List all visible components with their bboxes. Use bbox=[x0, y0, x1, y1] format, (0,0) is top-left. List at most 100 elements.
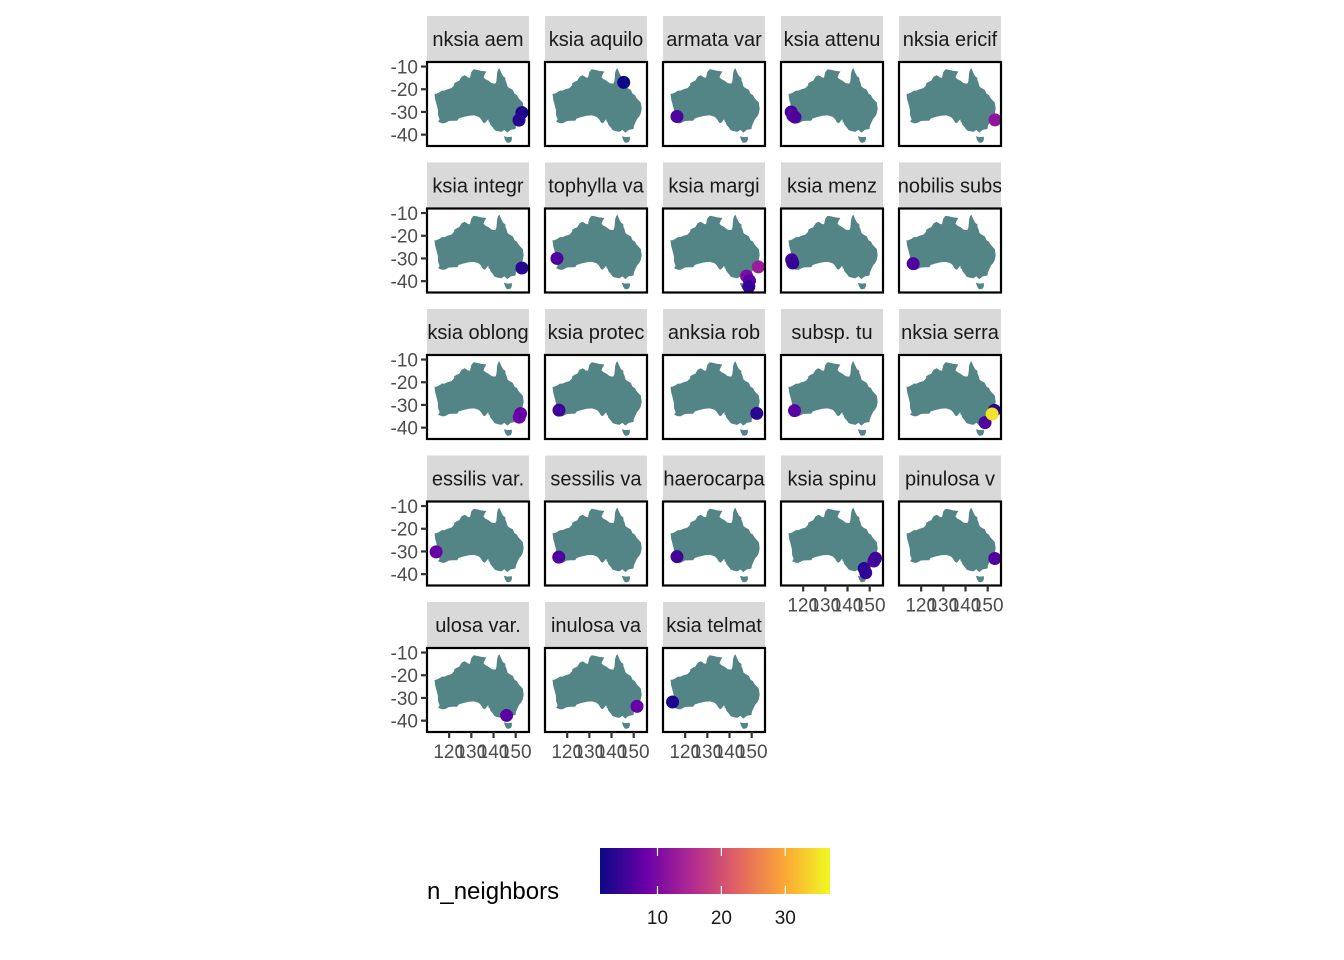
facet-strip bbox=[781, 16, 883, 62]
y-tick-label: -30 bbox=[391, 689, 418, 710]
x-tick-label: 120 bbox=[433, 742, 465, 763]
facet-panel: nksia serra bbox=[897, 309, 1003, 441]
facet-strip-label: inulosa va bbox=[551, 615, 642, 637]
facet-strip-label: nksia serra bbox=[901, 322, 1000, 344]
facet-strip bbox=[899, 16, 1001, 62]
australia-landmass bbox=[552, 214, 642, 280]
panel-border bbox=[543, 207, 649, 294]
facet-strip bbox=[663, 162, 765, 209]
facet-strip-label: ksia integr bbox=[432, 176, 523, 198]
tasmania-landmass bbox=[857, 429, 866, 436]
x-tick-label: 140 bbox=[950, 596, 982, 617]
facet-panel: subsp. tu bbox=[779, 309, 885, 441]
x-tick-label: 130 bbox=[691, 742, 723, 763]
australia-landmass bbox=[906, 214, 996, 280]
occurrence-point bbox=[868, 551, 882, 565]
x-tick-label: 150 bbox=[618, 742, 650, 763]
facet-strip-label: ksia telmat bbox=[666, 615, 762, 637]
occurrence-point bbox=[630, 699, 644, 713]
facet-strip bbox=[427, 602, 529, 648]
y-tick-label: -20 bbox=[391, 80, 418, 101]
occurrence-point bbox=[988, 551, 1001, 565]
facet-strip-label: ksia oblong bbox=[427, 322, 528, 344]
occurrence-point bbox=[514, 407, 528, 421]
australia-landmass bbox=[552, 507, 642, 573]
tasmania-landmass bbox=[975, 136, 984, 143]
facet-panel: nksia ericif bbox=[897, 16, 1003, 148]
occurrence-point bbox=[859, 566, 873, 580]
facet-strip bbox=[545, 602, 647, 648]
occurrence-point bbox=[429, 545, 443, 559]
facet-strip-label: armata var bbox=[666, 29, 762, 51]
x-tick-label: 150 bbox=[854, 596, 886, 617]
occurrence-point bbox=[751, 260, 765, 274]
panel-border bbox=[661, 60, 767, 148]
x-tick-label: 150 bbox=[972, 596, 1004, 617]
occurrence-point bbox=[552, 550, 566, 564]
tasmania-landmass bbox=[503, 722, 512, 729]
australia-landmass bbox=[670, 507, 760, 573]
y-tick-label: -20 bbox=[391, 520, 418, 541]
australia-landmass bbox=[552, 654, 642, 719]
occurrence-point bbox=[670, 109, 684, 123]
panel-border bbox=[661, 646, 767, 734]
panel-border bbox=[779, 207, 885, 294]
y-tick-label: -30 bbox=[391, 249, 418, 270]
facet-strip bbox=[663, 602, 765, 648]
occurrence-point bbox=[666, 695, 680, 709]
x-tick-label: 130 bbox=[455, 742, 487, 763]
panel-border bbox=[425, 500, 531, 587]
facet-panel: ksia attenu bbox=[779, 16, 885, 148]
tasmania-landmass bbox=[739, 722, 748, 729]
facet-panel: ksia integr -10-20-30-40 bbox=[391, 162, 531, 294]
x-tick-label: 150 bbox=[736, 742, 768, 763]
panel-border bbox=[425, 353, 531, 441]
panel-border bbox=[779, 60, 885, 148]
tasmania-landmass bbox=[621, 722, 630, 729]
facet-strip-label: ksia protec bbox=[548, 322, 645, 344]
facet-panel: armata var bbox=[661, 16, 767, 148]
legend-tick-label: 20 bbox=[711, 908, 732, 929]
tasmania-landmass bbox=[857, 136, 866, 143]
australia-landmass bbox=[434, 361, 524, 426]
tasmania-landmass bbox=[975, 575, 984, 583]
facet-strip bbox=[545, 162, 647, 209]
legend-title: n_neighbors bbox=[427, 878, 559, 905]
x-tick-label: 140 bbox=[478, 742, 510, 763]
australia-landmass bbox=[434, 507, 524, 573]
tasmania-landmass bbox=[739, 429, 748, 436]
facet-panel: ksia menz bbox=[779, 162, 885, 294]
facet-strip bbox=[663, 309, 765, 355]
panel-border bbox=[661, 207, 767, 294]
australia-landmass bbox=[670, 654, 760, 719]
occurrence-point bbox=[742, 280, 756, 293]
panel-border bbox=[425, 207, 531, 294]
facet-strip bbox=[545, 455, 647, 502]
australia-landmass bbox=[434, 654, 524, 719]
australia-landmass bbox=[788, 214, 878, 280]
facet-panel: ksia margi bbox=[661, 162, 767, 294]
panel-border bbox=[897, 353, 1003, 441]
facet-strip bbox=[427, 162, 529, 209]
facet-strip-label: essilis var. bbox=[432, 469, 524, 491]
panel-border bbox=[543, 646, 649, 734]
occurrence-point bbox=[788, 404, 802, 418]
australia-landmass bbox=[906, 507, 996, 573]
y-tick-label: -20 bbox=[391, 373, 418, 394]
x-tick-label: 140 bbox=[714, 742, 746, 763]
facet-panel: haerocarpa bbox=[661, 455, 767, 587]
tasmania-landmass bbox=[621, 575, 630, 583]
panel-border bbox=[897, 207, 1003, 294]
occurrence-point bbox=[786, 256, 800, 270]
australia-landmass bbox=[906, 361, 996, 426]
occurrence-point bbox=[500, 708, 514, 722]
facet-strip-label: ksia aquilo bbox=[549, 29, 644, 51]
facet-strip-label: ksia attenu bbox=[784, 29, 881, 51]
facet-strip bbox=[781, 455, 883, 502]
facet-panel: ksia protec bbox=[543, 309, 649, 441]
facet-strip-label: pinulosa v bbox=[905, 469, 995, 491]
australia-landmass bbox=[788, 507, 878, 573]
x-tick-label: 130 bbox=[927, 596, 959, 617]
